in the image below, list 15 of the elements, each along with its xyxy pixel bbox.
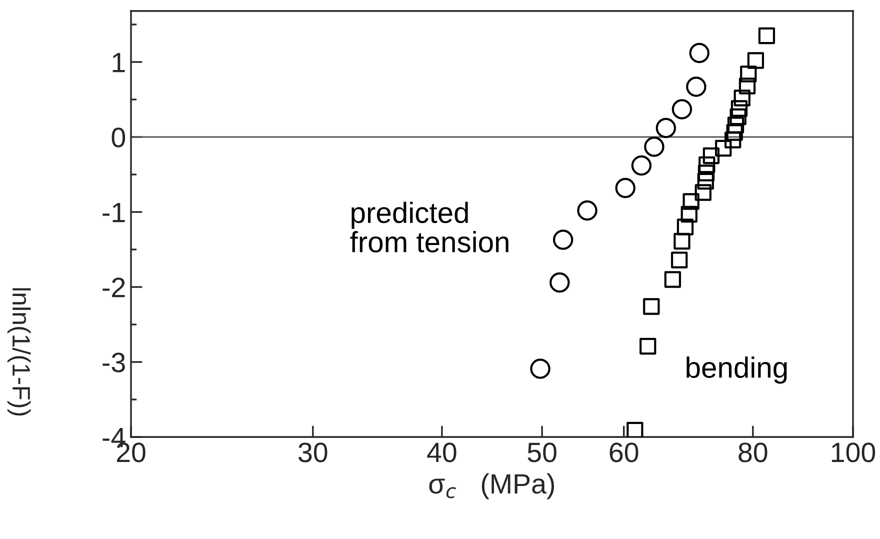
x-tick-label: 30	[298, 442, 328, 462]
x-tick-label: 40	[427, 442, 456, 462]
x-tick-label: 50	[528, 442, 556, 462]
x-tick-label: 80	[738, 442, 768, 462]
y-tick-label: 1	[112, 52, 125, 72]
y-tick-label: -2	[102, 278, 125, 298]
text: σ$_{c}$ (MPa)	[429, 473, 554, 500]
x-tick-label: 100	[832, 442, 876, 462]
series-label: predicted from tension	[350, 202, 508, 252]
y-tick-label: -1	[102, 202, 125, 222]
y-tick-label: 0	[112, 128, 126, 148]
y-axis-title: lnln(1/(1-F))	[7, 288, 31, 416]
x-tick-label: 60	[610, 442, 638, 462]
series-label: bending	[686, 356, 787, 384]
y-tick-label: -3	[102, 352, 125, 372]
